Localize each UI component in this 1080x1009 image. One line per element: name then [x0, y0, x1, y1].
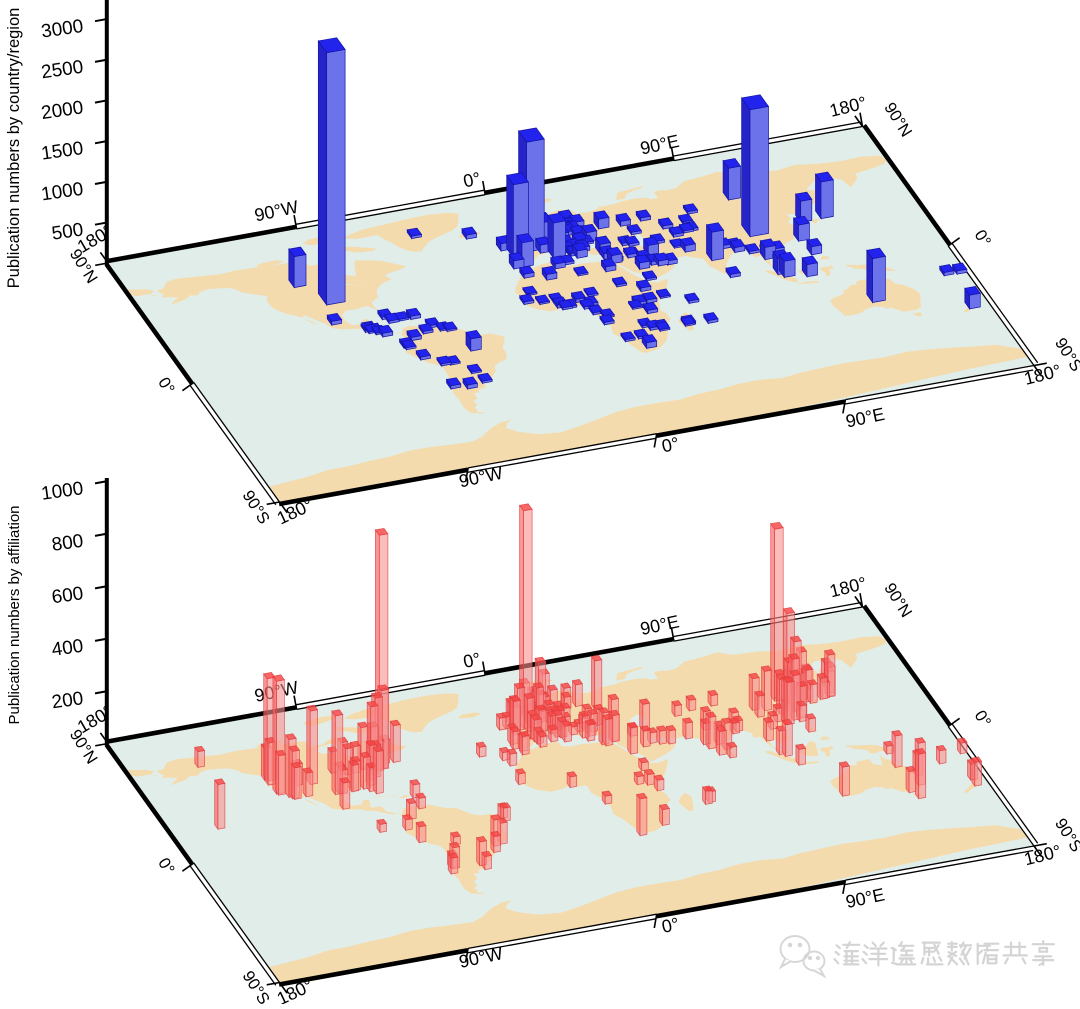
- svg-text:0°: 0°: [154, 374, 178, 397]
- svg-text:0°: 0°: [660, 914, 681, 937]
- svg-text:90°E: 90°E: [844, 884, 887, 912]
- svg-text:Publication numbers by country: Publication numbers by country/region: [5, 8, 23, 289]
- svg-text:90°E: 90°E: [844, 404, 887, 432]
- svg-text:0°: 0°: [971, 707, 995, 730]
- svg-text:400: 400: [50, 636, 84, 661]
- svg-text:1500: 1500: [40, 138, 85, 165]
- svg-text:200: 200: [50, 688, 84, 713]
- svg-text:90°N: 90°N: [880, 580, 915, 621]
- svg-text:2000: 2000: [40, 97, 85, 124]
- svg-text:0°: 0°: [660, 433, 681, 456]
- svg-text:1000: 1000: [40, 179, 85, 206]
- svg-text:Publication numbers by affilia: Publication numbers by affiliation: [6, 505, 23, 724]
- svg-text:90°N: 90°N: [66, 726, 101, 767]
- svg-text:3000: 3000: [40, 16, 85, 43]
- svg-text:0°: 0°: [461, 649, 482, 672]
- svg-text:0°: 0°: [154, 855, 178, 878]
- svg-text:90°W: 90°W: [253, 197, 300, 226]
- svg-text:180°: 180°: [828, 92, 869, 120]
- svg-text:90°E: 90°E: [638, 131, 681, 159]
- svg-text:0°: 0°: [971, 227, 995, 250]
- svg-text:2500: 2500: [40, 57, 85, 84]
- svg-text:0°: 0°: [461, 168, 482, 191]
- svg-text:600: 600: [50, 583, 84, 608]
- svg-text:90°E: 90°E: [638, 611, 681, 639]
- svg-text:90°N: 90°N: [880, 99, 915, 140]
- svg-text:500: 500: [50, 219, 84, 244]
- svg-text:800: 800: [50, 531, 84, 556]
- svg-text:180°: 180°: [828, 573, 869, 601]
- svg-text:90°N: 90°N: [66, 246, 101, 287]
- svg-text:1000: 1000: [40, 478, 85, 505]
